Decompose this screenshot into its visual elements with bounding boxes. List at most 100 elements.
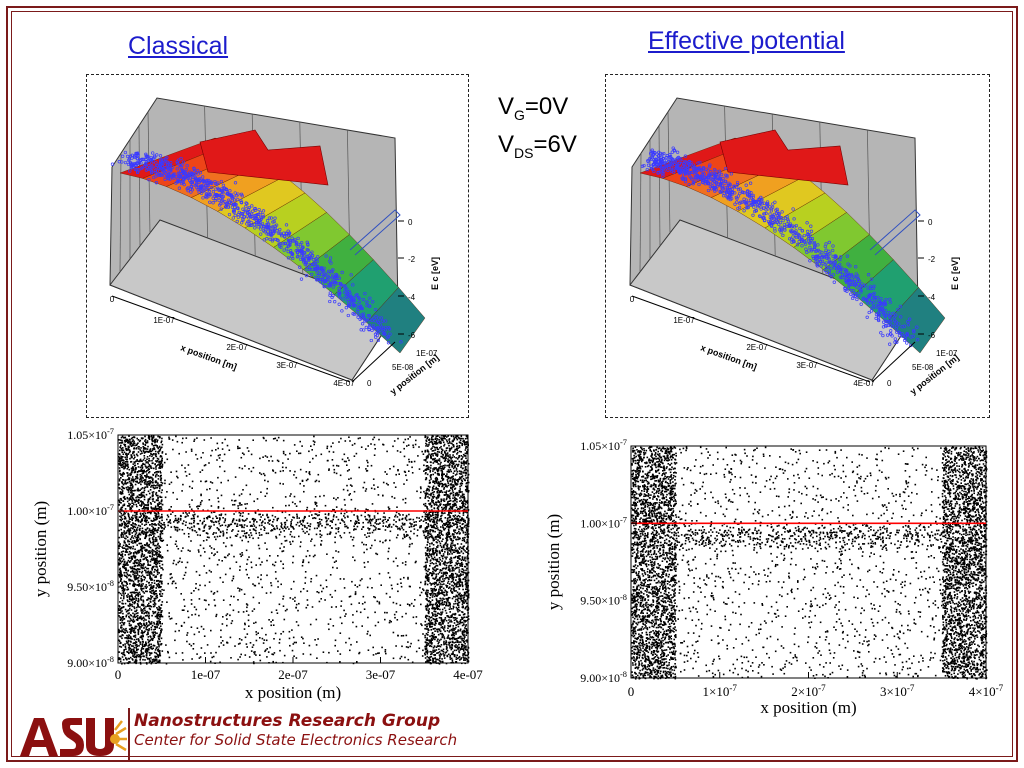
particle xyxy=(356,295,361,300)
particle xyxy=(791,207,795,211)
particle-point xyxy=(153,579,156,582)
particle-point xyxy=(434,460,436,462)
particle-point xyxy=(429,467,432,469)
particle xyxy=(193,183,198,188)
particle xyxy=(315,259,319,264)
particle xyxy=(371,300,375,304)
particle-point xyxy=(137,482,140,484)
y-tick-label: 5E-08 xyxy=(392,363,414,372)
particle xyxy=(169,161,173,165)
particle-point xyxy=(448,567,450,569)
particle-point xyxy=(122,651,125,654)
particle-point xyxy=(129,637,132,639)
particle xyxy=(313,267,317,271)
particle xyxy=(214,197,218,201)
particle-point xyxy=(456,451,459,454)
particle-point xyxy=(120,516,123,519)
particle xyxy=(805,221,809,225)
particle xyxy=(813,244,817,249)
particle-point xyxy=(128,595,130,597)
particle xyxy=(655,152,659,156)
particle-point xyxy=(160,560,163,562)
particle-point xyxy=(137,460,140,463)
particle xyxy=(255,222,259,227)
particle xyxy=(153,168,157,173)
particle-point xyxy=(128,661,130,663)
particle-point xyxy=(129,650,132,652)
particle-point xyxy=(154,524,156,526)
particle-point xyxy=(463,441,465,443)
particle-point xyxy=(155,529,158,532)
particle-point xyxy=(133,627,136,629)
particle-point xyxy=(432,649,434,652)
particle-point xyxy=(148,597,150,600)
particle-point xyxy=(124,482,126,484)
particle-point xyxy=(131,535,134,537)
particle xyxy=(909,343,913,348)
particle xyxy=(259,217,264,221)
particle-point xyxy=(139,449,142,451)
particle-point xyxy=(132,452,134,455)
particle-point xyxy=(161,629,163,631)
particle-point xyxy=(121,531,123,534)
particle-point xyxy=(124,646,127,649)
particle-point xyxy=(142,635,144,638)
particle-point xyxy=(146,466,149,469)
particle-point xyxy=(145,531,147,534)
particle-point xyxy=(157,435,159,438)
particle-point xyxy=(138,626,141,629)
particle-point xyxy=(122,483,125,486)
particle xyxy=(870,306,874,310)
particle-point xyxy=(124,564,126,566)
particle-point xyxy=(123,565,126,567)
particle-point xyxy=(131,626,134,629)
particle xyxy=(247,205,251,210)
particle xyxy=(205,178,209,183)
particle-point xyxy=(158,614,160,616)
particle-point xyxy=(119,606,121,608)
particle-point xyxy=(130,442,133,445)
particle-point xyxy=(123,584,125,587)
particle-point xyxy=(459,594,461,597)
particle-point xyxy=(131,620,134,622)
particle xyxy=(669,167,674,172)
particle xyxy=(665,164,670,168)
particle-point xyxy=(148,564,150,566)
particle-point xyxy=(127,548,129,550)
particle-point xyxy=(140,595,143,598)
particle xyxy=(664,158,669,163)
particle-point xyxy=(140,623,142,625)
particle-point xyxy=(133,562,136,565)
particle-point xyxy=(122,473,125,475)
particle-point xyxy=(126,505,129,507)
particle-point xyxy=(150,507,153,510)
particle-point xyxy=(137,442,139,444)
particle-point xyxy=(121,490,124,492)
particle-point xyxy=(462,656,465,659)
particle xyxy=(153,155,157,159)
particle xyxy=(309,252,313,256)
particle-point xyxy=(145,612,148,614)
particle xyxy=(281,242,285,246)
particle xyxy=(770,224,774,228)
particle xyxy=(333,273,338,277)
particle-point xyxy=(464,659,467,661)
particle-point xyxy=(139,478,141,481)
particle-point xyxy=(123,523,126,526)
particle-point xyxy=(129,487,131,490)
particle xyxy=(376,320,380,324)
particle-point xyxy=(155,595,157,598)
particle-point xyxy=(463,493,465,496)
particle-point xyxy=(145,626,148,629)
particle xyxy=(244,204,248,209)
particle-point xyxy=(424,436,426,439)
particle-point xyxy=(139,477,142,480)
particle-point xyxy=(134,516,137,519)
particle xyxy=(670,150,674,154)
particle-point xyxy=(127,540,129,543)
particle-point xyxy=(132,653,134,655)
gate-voltage: VG=0V xyxy=(498,92,577,130)
particle-point xyxy=(133,620,135,623)
particle-point xyxy=(121,481,123,483)
particle xyxy=(361,315,366,319)
